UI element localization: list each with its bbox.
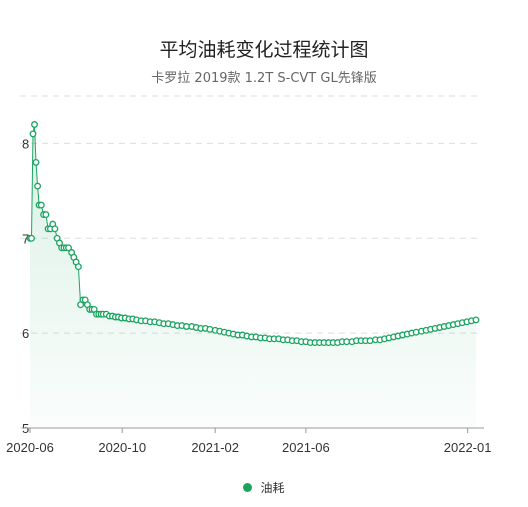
data-point [37,201,45,209]
legend[interactable]: 油耗 [0,479,528,496]
data-point [51,225,59,233]
data-point [34,182,42,190]
legend-marker-icon [243,483,253,492]
y-tick-label: 6 [22,326,29,341]
x-tick-label: 2022-01 [444,440,492,455]
data-point [65,244,72,252]
series-area [30,124,476,428]
data-point [412,328,420,336]
data-point [29,130,37,138]
x-tick-label: 2021-02 [191,440,239,455]
y-tick-label: 7 [22,231,29,246]
x-tick-label: 2020-06 [6,440,54,455]
data-point [206,325,214,333]
data-point [31,121,38,128]
data-point [28,234,35,242]
data-point [74,263,82,271]
legend-label: 油耗 [260,481,285,495]
x-tick-label: 2021-06 [282,440,330,455]
data-point [32,158,40,166]
y-tick-label: 8 [22,136,29,151]
chart-subtitle: 卡罗拉 2019款 1.2T S-CVT GL先锋版 [151,71,377,86]
data-point [472,316,480,324]
x-tick-label: 2020-10 [98,440,146,455]
chart-title: 平均油耗变化过程统计图 [159,39,369,61]
data-point [366,337,374,345]
data-point [42,211,50,219]
